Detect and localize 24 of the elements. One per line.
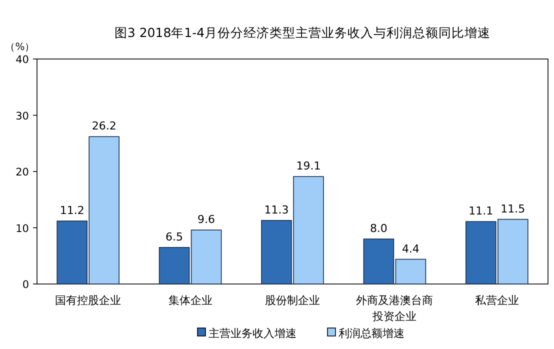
legend-label: 利润总额增速 [338,327,404,340]
data-label: 11.5 [500,202,526,216]
data-label: 11.2 [60,204,84,217]
data-label: 8.0 [370,222,388,235]
x-tick-label: 股份制企业 [265,294,320,307]
y-tick-label: 0 [22,279,29,291]
data-label: 4.4 [402,242,420,256]
y-tick-label: 40 [16,54,29,66]
data-label: 19.1 [296,160,321,173]
legend-label: 主营业务收入增速 [208,327,296,340]
x-tick-label: 私营企业 [474,294,519,307]
x-tick-label: 集体企业 [168,294,212,307]
y-tick-label: 30 [16,110,29,122]
y-tick-label: 20 [16,166,29,178]
chart-title: 图3 2018年1-4月份分经济类型主营业务收入与利润总额同比增速 [114,25,491,40]
y-axis-title: （%） [5,42,35,53]
x-tick-label: 外商及港澳台商投资企业 [356,294,434,323]
data-label: 6.5 [166,230,184,244]
data-label: 9.6 [198,213,216,226]
y-tick-label: 10 [16,222,29,235]
data-label: 11.3 [264,203,289,216]
data-label: 26.2 [92,120,116,133]
x-tick-label: 国有控股企业 [55,294,122,307]
data-label: 11.1 [468,204,494,218]
